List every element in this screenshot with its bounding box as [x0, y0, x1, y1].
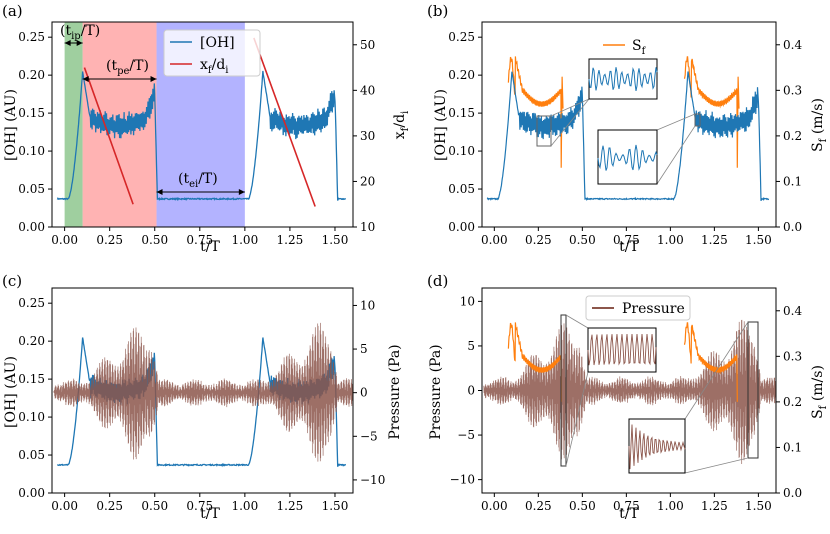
- x-tick-label: 1.25: [277, 233, 304, 247]
- y-right-tick-label: 0.4: [783, 304, 802, 318]
- y-right-tick-label: 10: [360, 298, 375, 312]
- x-tick-label: 1.25: [277, 499, 304, 513]
- ignition-phase-region: [65, 22, 83, 227]
- panel-d-label: (d): [427, 272, 448, 290]
- panel-d-ylabel: Pressure (Pa): [428, 344, 444, 439]
- sf-series-line-cycle-1: [508, 56, 563, 167]
- x-tick-label: 1.00: [657, 499, 684, 513]
- y-tick-label: −10: [450, 473, 475, 487]
- panel-a: (a) (tip/T) (tpe/T) (tei/T) 0.00 0.25 0.50…: [2, 2, 411, 255]
- x-tick-label: 1.25: [701, 499, 728, 513]
- y-right-tick-label: 0.2: [783, 129, 802, 143]
- y-right-tick-label: 30: [360, 129, 375, 143]
- y-right-tick-label: 0.3: [783, 349, 802, 363]
- x-tick-label: 1.50: [322, 233, 349, 247]
- y-right-tick-label: 0.0: [783, 220, 802, 234]
- legend-pressure-label: Pressure: [622, 301, 685, 317]
- x-tick-label: 1.50: [745, 499, 772, 513]
- panel-b-label: (b): [427, 2, 448, 20]
- panel-d-ylabel-right: Sf (m/s): [810, 365, 829, 419]
- panel-b-ylabel-right: Sf (m/s): [810, 98, 829, 152]
- y-right-tick-label: 40: [360, 83, 375, 97]
- y-tick-label: 10: [460, 294, 475, 308]
- y-tick-label: 0.00: [18, 486, 45, 500]
- y-tick-label: 0.05: [18, 182, 45, 196]
- y-right-tick-label: 0.3: [783, 83, 802, 97]
- y-tick-label: 0.10: [18, 410, 45, 424]
- x-tick-label: 0.00: [51, 499, 78, 513]
- y-right-tick-label: 0.2: [783, 395, 802, 409]
- y-right-tick-label: 5: [360, 342, 368, 356]
- y-right-tick-label: 0.1: [783, 440, 802, 454]
- x-tick-label: 0.50: [569, 233, 596, 247]
- x-tick-label: 0.50: [141, 233, 168, 247]
- legend-oh-label: [OH]: [200, 35, 235, 51]
- y-tick-label: 0.15: [18, 372, 45, 386]
- y-tick-label: 5: [467, 339, 475, 353]
- y-right-tick-label: 0: [360, 386, 368, 400]
- x-tick-label: 0.25: [525, 233, 552, 247]
- zoom-connector: [657, 126, 695, 184]
- x-tick-label: 1.00: [231, 499, 258, 513]
- x-tick-label: 0.25: [525, 499, 552, 513]
- y-right-tick-label: −10: [360, 473, 385, 487]
- panel-a-ylabel-right: xf/di: [392, 111, 411, 140]
- panel-b-ylabel: [OH] (AU): [433, 89, 449, 161]
- legend-sf-label: Sf: [632, 38, 647, 57]
- y-tick-label: 0.05: [18, 448, 45, 462]
- x-tick-label: 1.50: [745, 233, 772, 247]
- x-tick-label: 0.25: [96, 499, 123, 513]
- x-tick-label: 1.50: [322, 499, 349, 513]
- panel-a-xlabel: t/T: [200, 239, 220, 255]
- y-tick-label: 0.00: [18, 220, 45, 234]
- panel-c: (c) 0.00 0.25 0.50 0.75 1.00 1.25 1.50 0.00 0.05…: [2, 272, 403, 522]
- y-tick-label: 0.15: [448, 106, 475, 120]
- panel-a-ylabel: [OH] (AU): [3, 89, 19, 161]
- x-tick-label: 0.00: [51, 233, 78, 247]
- panel-c-ylabel: [OH] (AU): [3, 356, 19, 428]
- y-tick-label: 0.25: [18, 296, 45, 310]
- panel-c-xlabel: t/T: [200, 506, 220, 522]
- y-tick-label: 0.10: [18, 144, 45, 158]
- y-right-tick-label: −5: [360, 429, 378, 443]
- panel-c-label: (c): [2, 272, 22, 290]
- x-tick-label: 1.00: [657, 233, 684, 247]
- pressure-series-line: [54, 323, 353, 462]
- zoom-connector: [566, 315, 588, 328]
- y-tick-label: −5: [457, 428, 475, 442]
- x-tick-label: 1.00: [231, 233, 258, 247]
- x-tick-label: 0.50: [569, 499, 596, 513]
- y-tick-label: 0.15: [18, 106, 45, 120]
- panel-b-xlabel: t/T: [619, 239, 639, 255]
- y-right-tick-label: 50: [360, 38, 375, 52]
- panel-b: (b) 0.00 0.25 0.50 0.75 1.00 1.25 1.50 0.00 0.05…: [427, 2, 829, 255]
- y-right-tick-label: 20: [360, 174, 375, 188]
- y-right-tick-label: 10: [360, 220, 375, 234]
- x-tick-label: 0.00: [481, 233, 508, 247]
- y-tick-label: 0.20: [448, 68, 475, 82]
- x-tick-label: 0.25: [96, 233, 123, 247]
- y-tick-label: 0.00: [448, 220, 475, 234]
- y-right-tick-label: 0.1: [783, 174, 802, 188]
- y-tick-label: 0.25: [448, 30, 475, 44]
- y-tick-label: 0.20: [18, 334, 45, 348]
- x-tick-label: 0.50: [141, 499, 168, 513]
- panel-c-ylabel-right: Pressure (Pa): [387, 344, 403, 439]
- y-right-tick-label: 0.0: [783, 486, 802, 500]
- panel-a-legend: [OH] xf/di: [164, 30, 260, 76]
- y-tick-label: 0.10: [448, 144, 475, 158]
- y-tick-label: 0.20: [18, 68, 45, 82]
- y-right-tick-label: 0.4: [783, 38, 802, 52]
- y-tick-label: 0.05: [448, 182, 475, 196]
- figure: (a) (tip/T) (tpe/T) (tei/T) 0.00 0.25 0.50…: [0, 0, 830, 534]
- x-tick-label: 1.25: [701, 233, 728, 247]
- panel-d: (d) 0.00 0.25 0.50 0.75 1.00 1.25 1.50 −10 −5 0 5 1…: [427, 272, 829, 522]
- x-tick-label: 0.00: [481, 499, 508, 513]
- panel-a-label: (a): [2, 2, 23, 20]
- zoom-connector: [657, 114, 695, 130]
- y-tick-label: 0: [467, 384, 475, 398]
- y-tick-label: 0.25: [18, 30, 45, 44]
- zoom-connector: [685, 458, 748, 473]
- panel-d-xlabel: t/T: [619, 506, 639, 522]
